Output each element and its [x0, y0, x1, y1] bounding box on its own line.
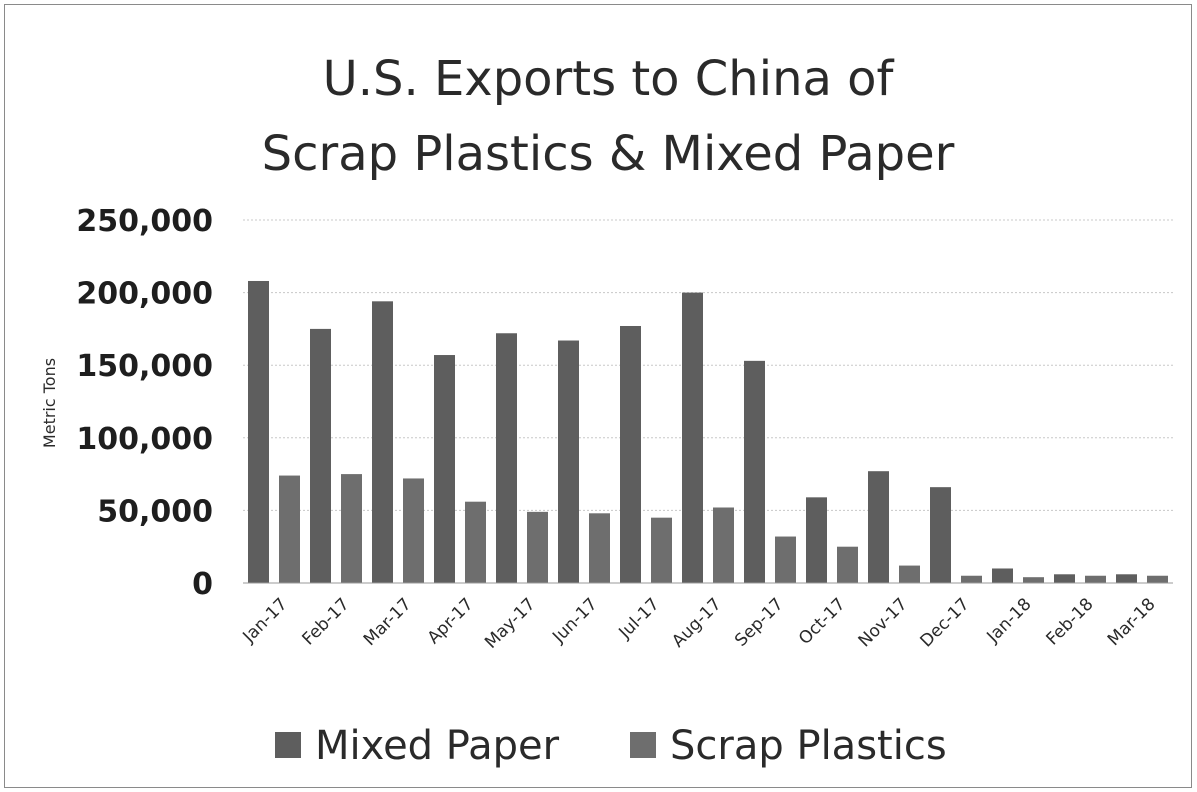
bar-mixed-paper — [434, 355, 455, 583]
y-tick-label: 100,000 — [76, 422, 213, 457]
bar-mixed-paper — [496, 333, 517, 583]
bar-scrap-plastics — [837, 546, 858, 583]
x-tick-label: Mar-18 — [1104, 594, 1160, 650]
bar-mixed-paper — [992, 568, 1013, 583]
chart-title: U.S. Exports to China of Scrap Plastics … — [262, 51, 955, 182]
gridlines — [243, 219, 1173, 511]
bar-mixed-paper — [1116, 574, 1137, 583]
x-tick-label: Mar-17 — [360, 594, 416, 650]
x-tick-label: Sep-17 — [731, 594, 787, 650]
y-tick-label: 0 — [192, 567, 213, 602]
bar-chart: U.S. Exports to China of Scrap Plastics … — [40, 51, 1173, 769]
x-tick-label: Feb-17 — [298, 594, 353, 649]
x-tick-label: Dec-17 — [916, 594, 973, 651]
bar-mixed-paper — [682, 292, 703, 583]
bar-mixed-paper — [806, 497, 827, 583]
bars — [248, 280, 1168, 583]
x-tick-label: Aug-17 — [668, 594, 725, 651]
bar-mixed-paper — [248, 280, 269, 583]
bar-mixed-paper — [620, 325, 641, 583]
bar-scrap-plastics — [279, 475, 300, 583]
bar-scrap-plastics — [1085, 575, 1106, 583]
bar-scrap-plastics — [775, 536, 796, 583]
y-axis-ticks: 0 50,000 100,000 150,000 200,000 250,000 — [76, 204, 213, 602]
bar-mixed-paper — [868, 471, 889, 583]
x-tick-label: Feb-18 — [1042, 594, 1097, 649]
chart-title-line-1: U.S. Exports to China of — [323, 51, 895, 107]
bar-scrap-plastics — [589, 513, 610, 583]
legend-swatch — [630, 732, 656, 758]
bar-mixed-paper — [372, 301, 393, 583]
bar-scrap-plastics — [1023, 577, 1044, 583]
bar-scrap-plastics — [465, 501, 486, 583]
legend: Mixed Paper Scrap Plastics — [275, 723, 947, 769]
bar-scrap-plastics — [341, 474, 362, 583]
legend-label: Scrap Plastics — [670, 723, 947, 769]
x-tick-label: Apr-17 — [424, 594, 478, 648]
bar-scrap-plastics — [527, 511, 548, 583]
bar-mixed-paper — [558, 340, 579, 583]
bar-scrap-plastics — [651, 517, 672, 583]
bar-mixed-paper — [744, 360, 765, 583]
bar-scrap-plastics — [961, 575, 982, 583]
bar-mixed-paper — [930, 487, 951, 583]
x-tick-label: May-17 — [481, 594, 539, 652]
y-tick-label: 150,000 — [76, 349, 213, 384]
x-tick-label: Jan-17 — [239, 594, 292, 647]
bar-mixed-paper — [310, 328, 331, 583]
legend-label: Mixed Paper — [315, 723, 560, 769]
y-tick-label: 200,000 — [76, 277, 213, 312]
x-tick-label: Nov-17 — [855, 594, 912, 651]
bar-scrap-plastics — [899, 565, 920, 583]
chart-title-line-2: Scrap Plastics & Mixed Paper — [262, 126, 955, 182]
legend-swatch — [275, 732, 301, 758]
x-tick-label: Jan-18 — [983, 594, 1036, 647]
x-axis-ticks: Jan-17 Feb-17 Mar-17 Apr-17 May-17 Jun-17 Jul-… — [239, 594, 1160, 652]
x-tick-label: Jul-17 — [615, 594, 664, 643]
chart-frame: U.S. Exports to China of Scrap Plastics … — [4, 4, 1192, 788]
x-tick-label: Jun-17 — [548, 594, 601, 647]
bar-scrap-plastics — [713, 507, 734, 583]
y-axis-label: Metric Tons — [40, 358, 59, 448]
bar-scrap-plastics — [403, 478, 424, 583]
bar-scrap-plastics — [1147, 575, 1168, 583]
y-tick-label: 50,000 — [97, 494, 213, 529]
bar-mixed-paper — [1054, 574, 1075, 583]
y-tick-label: 250,000 — [76, 204, 213, 239]
x-tick-label: Oct-17 — [795, 594, 850, 649]
